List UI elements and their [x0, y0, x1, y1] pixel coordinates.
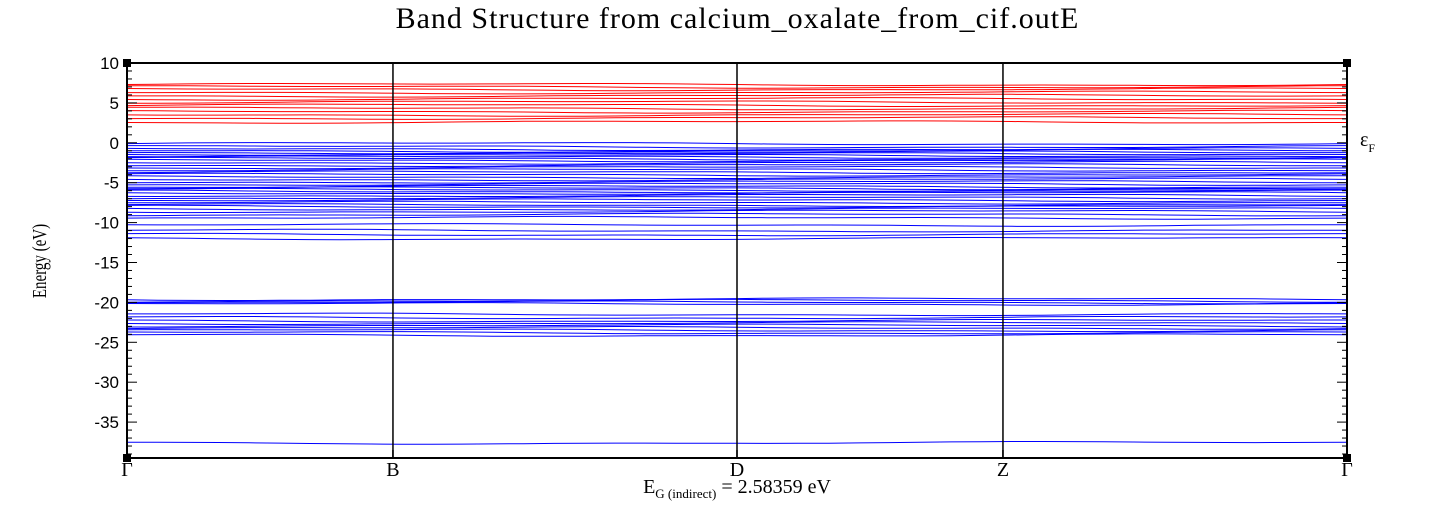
x-kpoint-label: Γ: [121, 459, 133, 481]
x-kpoint-label: Γ: [1341, 459, 1353, 481]
y-tick-label: -15: [94, 253, 119, 272]
fermi-symbol: ε: [1360, 129, 1368, 151]
y-tick-label: -35: [94, 413, 119, 432]
y-tick-label: -30: [94, 373, 119, 392]
y-tick-label: 5: [110, 94, 119, 113]
y-axis-label: Energy (eV): [28, 224, 51, 298]
kpoint-lines: [392, 63, 1004, 458]
fermi-level-label: εF: [1360, 129, 1375, 155]
y-tick-label: -10: [94, 214, 119, 233]
chart-title: Band Structure from calcium_oxalate_from…: [395, 2, 1080, 35]
band-gap-label: EG (indirect) = 2.58359 eV: [643, 476, 831, 501]
x-kpoint-label: B: [386, 459, 399, 481]
band-gap-prefix: E: [643, 476, 655, 498]
band-gap-value: = 2.58359 eV: [716, 476, 831, 498]
y-tick-label: 0: [110, 134, 119, 153]
x-kpoint-label: Z: [997, 459, 1009, 481]
y-tick-label: -25: [94, 333, 119, 352]
y-axis-ticks: 10 5 0 -5 -10 -15 -20 -25 -30 -35: [94, 54, 1347, 455]
band-gap-subscript: G (indirect): [655, 486, 716, 501]
x-kpoint-label: D: [730, 459, 744, 481]
y-tick-label: -20: [94, 293, 119, 312]
y-tick-label: -5: [104, 174, 119, 193]
fermi-subscript: F: [1368, 141, 1375, 155]
y-tick-label: 10: [100, 54, 119, 73]
